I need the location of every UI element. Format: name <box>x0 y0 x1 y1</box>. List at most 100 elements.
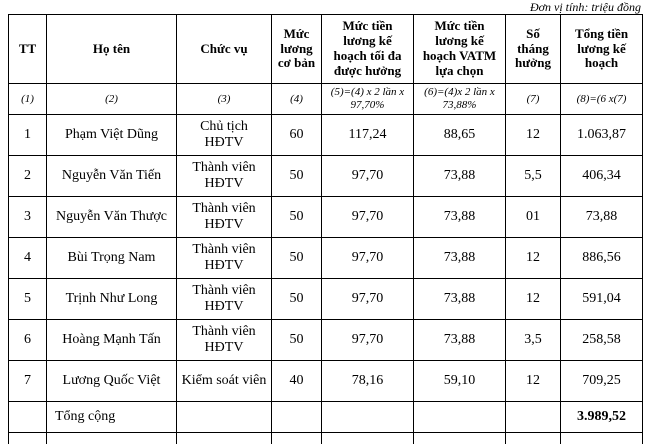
table-cell: Lương Quốc Việt <box>46 360 177 403</box>
unit-note: Đơn vị tính: triệu đồng <box>529 0 641 14</box>
table-cell: 97,70 <box>321 319 414 362</box>
stub-cell <box>176 432 272 444</box>
table-cell: 5 <box>8 278 47 321</box>
table-cell: 886,56 <box>560 237 643 280</box>
formula-cell-5: (5)=(4) x 2 lần x 97,70% <box>321 82 414 116</box>
table-cell: 12 <box>505 237 561 280</box>
table-row: 1 Phạm Việt Dũng Chủ tịch HĐTV 60 117,24 88,6… <box>8 114 643 157</box>
column-header-chucvu: Chức vụ <box>176 14 272 84</box>
table-cell: Thành viên HĐTV <box>176 278 272 321</box>
table-row: 3 Nguyễn Văn Thược Thành viên HĐTV 50 97,70 7… <box>8 196 643 239</box>
total-empty-cell <box>271 401 322 434</box>
table-cell: 5,5 <box>505 155 561 198</box>
table-body: 1 Phạm Việt Dũng Chủ tịch HĐTV 60 117,24 88,6… <box>8 114 643 403</box>
table-cell: 6 <box>8 319 47 362</box>
formula-cell-8: (8)=(6 x(7) <box>560 82 643 116</box>
table-cell: 709,25 <box>560 360 643 403</box>
table-cell: Nguyễn Văn Tiến <box>46 155 177 198</box>
table-cell: 3,5 <box>505 319 561 362</box>
table-cell: 50 <box>271 319 322 362</box>
stub-cell <box>413 432 506 444</box>
table-cell: 97,70 <box>321 237 414 280</box>
table-stub-row <box>8 432 643 444</box>
table-cell: 12 <box>505 278 561 321</box>
table-cell: 73,88 <box>413 196 506 239</box>
stub-cell <box>505 432 561 444</box>
total-empty-cell <box>8 401 47 434</box>
formula-cell-1: (1) <box>8 82 47 116</box>
table-cell: Trịnh Như Long <box>46 278 177 321</box>
total-empty-cell <box>176 401 272 434</box>
salary-table: TT Họ tên Chức vụ Mức lương cơ bản Mức t… <box>8 14 643 444</box>
table-cell: 73,88 <box>413 319 506 362</box>
table-cell: 97,70 <box>321 155 414 198</box>
column-header-tt: TT <box>8 14 47 84</box>
table-cell: 60 <box>271 114 322 157</box>
table-cell: Bùi Trọng Nam <box>46 237 177 280</box>
table-row: 5 Trịnh Như Long Thành viên HĐTV 50 97,70 73,… <box>8 278 643 321</box>
formula-cell-7: (7) <box>505 82 561 116</box>
stub-cell <box>321 432 414 444</box>
stub-cell <box>46 432 177 444</box>
table-cell: Thành viên HĐTV <box>176 319 272 362</box>
table-total: Tổng cộng 3.989,52 <box>8 401 643 434</box>
table-cell: Hoàng Mạnh Tấn <box>46 319 177 362</box>
total-empty-cell <box>505 401 561 434</box>
table-cell: 73,88 <box>413 278 506 321</box>
stub-cell <box>560 432 643 444</box>
table-cell: 73,88 <box>413 155 506 198</box>
table-cell: 50 <box>271 237 322 280</box>
column-header-sothanghuong: Số tháng hưởng <box>505 14 561 84</box>
table-cell: 2 <box>8 155 47 198</box>
column-header-luongkehoach-toida: Mức tiền lương kế hoạch tối đa được hưởn… <box>321 14 414 84</box>
table-cell: 7 <box>8 360 47 403</box>
total-empty-cell <box>413 401 506 434</box>
table-row: 6 Hoàng Mạnh Tấn Thành viên HĐTV 50 97,70 73,… <box>8 319 643 362</box>
header-row: TT Họ tên Chức vụ Mức lương cơ bản Mức t… <box>8 14 643 84</box>
table-cell: 50 <box>271 278 322 321</box>
column-header-tongtienluong: Tổng tiền lương kế hoạch <box>560 14 643 84</box>
table-cell: 40 <box>271 360 322 403</box>
formula-cell-4: (4) <box>271 82 322 116</box>
column-header-mucluongcoban: Mức lương cơ bản <box>271 14 322 84</box>
table-cell: 117,24 <box>321 114 414 157</box>
stub-cell <box>271 432 322 444</box>
table-cell: 258,58 <box>560 319 643 362</box>
table-cell: 73,88 <box>413 237 506 280</box>
total-row: Tổng cộng 3.989,52 <box>8 401 643 434</box>
table-cell: 50 <box>271 196 322 239</box>
table-cell: Thành viên HĐTV <box>176 155 272 198</box>
table-cell: 73,88 <box>560 196 643 239</box>
table-cell: 97,70 <box>321 278 414 321</box>
table-cell: 50 <box>271 155 322 198</box>
table-cell: 01 <box>505 196 561 239</box>
table-cell: 1 <box>8 114 47 157</box>
stub-cell <box>8 432 47 444</box>
table-cell: Chủ tịch HĐTV <box>176 114 272 157</box>
table-cell: 1.063,87 <box>560 114 643 157</box>
table-cell: Phạm Việt Dũng <box>46 114 177 157</box>
column-header-hoten: Họ tên <box>46 14 177 84</box>
table-cell: 4 <box>8 237 47 280</box>
column-header-luongkehoach-vatm: Mức tiền lương kế hoạch VATM lựa chọn <box>413 14 506 84</box>
table-cell: 406,34 <box>560 155 643 198</box>
table-cell: Nguyễn Văn Thược <box>46 196 177 239</box>
table-cell: 12 <box>505 114 561 157</box>
table-cell: Thành viên HĐTV <box>176 237 272 280</box>
table-cell: 78,16 <box>321 360 414 403</box>
total-empty-cell <box>321 401 414 434</box>
formula-cell-3: (3) <box>176 82 272 116</box>
table-cell: 3 <box>8 196 47 239</box>
total-label: Tổng cộng <box>46 401 177 434</box>
table-cell: Thành viên HĐTV <box>176 196 272 239</box>
formula-cell-6: (6)=(4)x 2 lần x 73,88% <box>413 82 506 116</box>
table-cell: Kiểm soát viên <box>176 360 272 403</box>
table-header: TT Họ tên Chức vụ Mức lương cơ bản Mức t… <box>8 14 643 116</box>
stub-row <box>8 432 643 444</box>
table-cell: 591,04 <box>560 278 643 321</box>
total-value: 3.989,52 <box>560 401 643 434</box>
table-cell: 88,65 <box>413 114 506 157</box>
table-cell: 97,70 <box>321 196 414 239</box>
table-row: 4 Bùi Trọng Nam Thành viên HĐTV 50 97,70 73,8… <box>8 237 643 280</box>
